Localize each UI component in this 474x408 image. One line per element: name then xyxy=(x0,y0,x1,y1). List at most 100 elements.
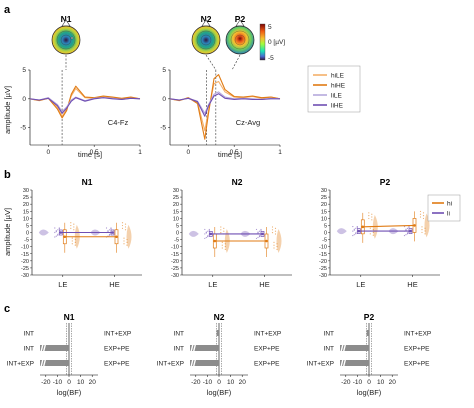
data-point-hi xyxy=(424,233,426,235)
panel-a-p2-title: P2 xyxy=(235,14,246,24)
connector-p2 xyxy=(231,54,241,71)
axis-break-mark xyxy=(340,343,347,353)
row-label-left: INT xyxy=(24,346,35,353)
panel-c-title-P2: P2 xyxy=(364,312,375,322)
data-point-li xyxy=(356,226,358,229)
data-point-li xyxy=(58,227,60,229)
data-point-li xyxy=(55,231,57,233)
violin-hi xyxy=(126,224,132,249)
bf-bar xyxy=(190,360,219,366)
data-point-hi xyxy=(123,237,125,239)
row-label-right: INT+EXP xyxy=(104,331,131,338)
data-point-li xyxy=(257,231,259,233)
data-point-li xyxy=(57,233,59,235)
data-point-hi xyxy=(126,244,128,246)
data-point-li xyxy=(355,227,357,229)
data-point-hi xyxy=(421,226,423,228)
y-tick-label: -20 xyxy=(319,259,327,265)
colorbar-tick-mid: 0 [µV] xyxy=(268,39,285,46)
data-point-hi xyxy=(368,215,370,217)
mean-point-hi xyxy=(115,235,118,239)
data-point-hi xyxy=(369,233,371,235)
row-label-left: INT xyxy=(174,331,185,338)
data-point-li xyxy=(403,234,406,237)
mean-point-li xyxy=(357,229,361,233)
data-point-li xyxy=(54,227,56,229)
legend-label-li: li xyxy=(447,211,450,218)
data-point-li xyxy=(405,228,407,230)
y-tick-label: 5 xyxy=(22,67,26,74)
data-point-li xyxy=(57,234,59,236)
y-tick-label: 0 xyxy=(26,231,29,237)
y-tick-label: 20 xyxy=(23,202,29,208)
data-point-li xyxy=(257,236,259,239)
data-point-hi xyxy=(421,231,423,234)
y-tick-label: -5 xyxy=(24,238,29,244)
data-point-hi xyxy=(369,227,371,229)
data-point-hi xyxy=(221,247,223,249)
topomap-p2 xyxy=(225,19,255,55)
mean-point-li xyxy=(209,232,213,236)
panel-b-title-N2: N2 xyxy=(232,177,243,187)
x-tick-label: 0 xyxy=(67,379,71,386)
data-point-hi xyxy=(71,237,73,239)
panel-c-xlabel: log(BF) xyxy=(57,388,82,397)
data-point-li xyxy=(406,227,409,229)
series-line-liHE xyxy=(29,97,141,114)
data-point-li xyxy=(205,231,207,233)
data-point-hi xyxy=(419,210,422,213)
data-point-li xyxy=(258,230,261,232)
row-label-right: INT+EXP xyxy=(254,331,281,338)
x-tick-label: -20 xyxy=(341,379,351,386)
axis-break-mark xyxy=(40,343,47,353)
y-tick-label: -30 xyxy=(319,273,327,279)
data-point-hi xyxy=(273,241,275,243)
data-point-li xyxy=(353,234,355,236)
data-point-li xyxy=(255,228,258,231)
connector-n2 xyxy=(205,54,217,71)
colorbar-tick-max: 5 xyxy=(268,24,272,31)
data-point-li xyxy=(355,232,357,234)
data-point-hi xyxy=(74,244,76,246)
mean-point-hi xyxy=(213,239,217,243)
legend-label-liLE: liLE xyxy=(331,93,343,100)
data-point-li xyxy=(54,236,56,238)
row-label-right: EXP+PE xyxy=(404,346,430,353)
data-point-hi xyxy=(276,246,278,248)
data-point-li xyxy=(207,230,209,232)
data-point-li xyxy=(110,227,112,229)
y-tick-label: -15 xyxy=(21,252,29,258)
panel-b-title-N1: N1 xyxy=(82,177,93,187)
y-tick-label: -5 xyxy=(160,125,166,132)
y-tick-label: -20 xyxy=(21,259,29,265)
data-point-hi xyxy=(422,217,425,220)
y-tick-label: -25 xyxy=(319,266,327,272)
mean-point-li xyxy=(111,231,114,234)
axis-break-mark xyxy=(190,343,197,353)
topomap-n2 xyxy=(191,19,221,55)
data-point-hi xyxy=(276,243,278,245)
x-tick-label-HE: HE xyxy=(407,280,417,289)
x-tick-label: 0 xyxy=(217,379,221,386)
x-tick-label: -10 xyxy=(53,379,63,386)
violin-li xyxy=(336,228,347,235)
bf-bar xyxy=(340,345,369,351)
axis-break-mark xyxy=(40,358,47,368)
y-tick-label: -30 xyxy=(171,273,179,279)
data-point-hi xyxy=(424,230,426,232)
data-point-li xyxy=(205,232,207,234)
data-point-hi xyxy=(368,212,370,214)
data-point-li xyxy=(406,232,409,234)
data-point-hi xyxy=(126,238,128,241)
data-point-hi xyxy=(71,243,73,245)
series-line-liHE xyxy=(169,93,280,117)
data-point-hi xyxy=(121,227,124,229)
data-point-hi xyxy=(123,240,125,242)
data-point-li xyxy=(408,225,410,228)
y-tick-label: 5 xyxy=(176,223,179,229)
data-point-hi xyxy=(223,230,225,232)
data-point-li xyxy=(207,235,209,237)
data-point-hi xyxy=(274,230,277,232)
x-tick-label: 0.5 xyxy=(230,149,239,156)
data-point-hi xyxy=(419,216,422,218)
